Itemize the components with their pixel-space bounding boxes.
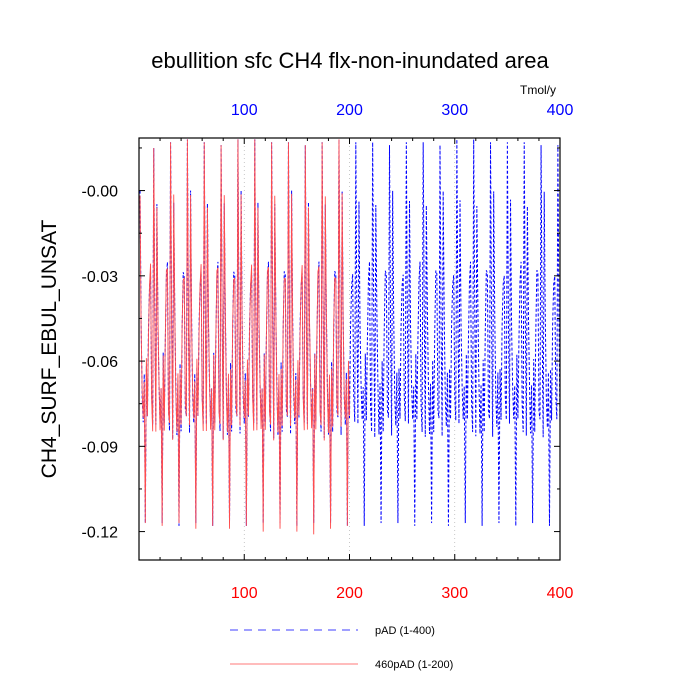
x-tick-label-bottom: 100 — [231, 585, 258, 602]
x-tick-label-top: 300 — [441, 102, 468, 119]
x-tick-label-top: 400 — [547, 102, 574, 119]
plot-area — [139, 139, 561, 535]
x-tick-label-bottom: 300 — [441, 585, 468, 602]
chart-title: ebullition sfc CH4 flx-non-inundated are… — [151, 48, 549, 73]
x-tick-label-top: 200 — [336, 102, 363, 119]
legend-label-460pad: 460pAD (1-200) — [375, 659, 453, 671]
x-tick-label-top: 100 — [231, 102, 258, 119]
y-tick-label: -0.12 — [82, 525, 119, 542]
legend-label-pad: pAD (1-400) — [375, 625, 435, 637]
y-axis-label: CH4_SURF_EBUL_UNSAT — [38, 219, 61, 478]
top-axis-unit: Tmol/y — [520, 83, 556, 97]
series-line-460pad — [139, 139, 350, 535]
x-tick-label-bottom: 400 — [547, 585, 574, 602]
series-line-pad — [139, 139, 561, 526]
legend: pAD (1-400) 460pAD (1-200) — [230, 625, 453, 671]
y-tick-label: -0.06 — [82, 354, 119, 371]
y-tick-label: -0.03 — [82, 269, 119, 286]
x-tick-label-bottom: 200 — [336, 585, 363, 602]
axes: 100 100 200 200 300 300 400 400 -0.00 -0.03 -0.06 -… — [82, 102, 574, 602]
y-tick-label: -0.09 — [82, 439, 119, 456]
y-tick-label: -0.00 — [82, 184, 119, 201]
